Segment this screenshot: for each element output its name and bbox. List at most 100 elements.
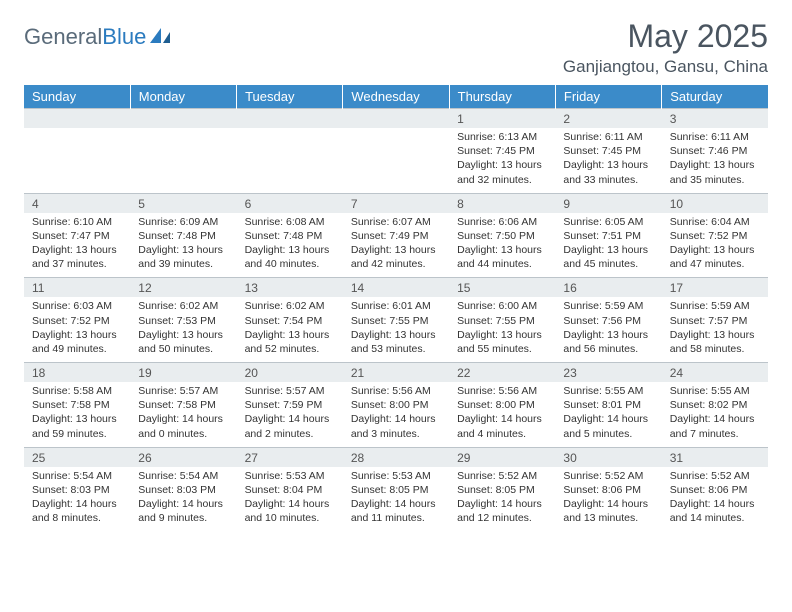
day-detail-cell: Sunrise: 6:05 AMSunset: 7:51 PMDaylight:… [555,213,661,278]
day-number-cell: 24 [662,363,768,383]
sunset-text: Sunset: 8:01 PM [563,398,653,412]
daylight-text-1: Daylight: 13 hours [245,243,335,257]
day-number-cell: 3 [662,109,768,129]
sunset-text: Sunset: 7:52 PM [670,229,760,243]
daylight-text-1: Daylight: 14 hours [563,497,653,511]
day-detail-cell: Sunrise: 6:08 AMSunset: 7:48 PMDaylight:… [237,213,343,278]
day-number-cell [130,109,236,129]
day-number-cell: 11 [24,278,130,298]
sunrise-text: Sunrise: 5:59 AM [563,299,653,313]
logo: GeneralBlue [24,18,176,50]
day-header: Friday [555,85,661,109]
daylight-text-1: Daylight: 14 hours [245,497,335,511]
sunrise-text: Sunrise: 6:02 AM [138,299,228,313]
day-header: Wednesday [343,85,449,109]
day-header: Thursday [449,85,555,109]
day-number-cell: 16 [555,278,661,298]
daylight-text-2: and 9 minutes. [138,511,228,525]
sunset-text: Sunset: 7:50 PM [457,229,547,243]
daylight-text-1: Daylight: 13 hours [32,412,122,426]
day-detail-cell: Sunrise: 6:11 AMSunset: 7:46 PMDaylight:… [662,128,768,193]
day-number-cell [343,109,449,129]
sunset-text: Sunset: 7:57 PM [670,314,760,328]
day-detail-cell: Sunrise: 5:53 AMSunset: 8:05 PMDaylight:… [343,467,449,532]
sunrise-text: Sunrise: 5:52 AM [457,469,547,483]
day-detail-cell: Sunrise: 5:52 AMSunset: 8:06 PMDaylight:… [662,467,768,532]
day-number-cell: 22 [449,363,555,383]
day-number-cell [237,109,343,129]
sunrise-text: Sunrise: 5:52 AM [563,469,653,483]
sunset-text: Sunset: 8:03 PM [32,483,122,497]
sunset-text: Sunset: 7:58 PM [138,398,228,412]
daylight-text-1: Daylight: 14 hours [563,412,653,426]
sunrise-text: Sunrise: 6:06 AM [457,215,547,229]
day-detail-cell: Sunrise: 5:56 AMSunset: 8:00 PMDaylight:… [343,382,449,447]
sunset-text: Sunset: 7:54 PM [245,314,335,328]
day-number-cell: 17 [662,278,768,298]
calendar-table: SundayMondayTuesdayWednesdayThursdayFrid… [24,85,768,531]
sunrise-text: Sunrise: 6:02 AM [245,299,335,313]
daylight-text-1: Daylight: 14 hours [457,497,547,511]
day-detail-cell: Sunrise: 5:56 AMSunset: 8:00 PMDaylight:… [449,382,555,447]
daylight-text-1: Daylight: 13 hours [457,158,547,172]
daylight-text-1: Daylight: 14 hours [138,412,228,426]
daylight-text-2: and 35 minutes. [670,173,760,187]
sunset-text: Sunset: 7:47 PM [32,229,122,243]
daylight-text-2: and 5 minutes. [563,427,653,441]
daylight-text-2: and 40 minutes. [245,257,335,271]
day-number-row: 25262728293031 [24,447,768,467]
day-number-cell: 29 [449,447,555,467]
day-detail-cell: Sunrise: 5:54 AMSunset: 8:03 PMDaylight:… [24,467,130,532]
daylight-text-1: Daylight: 13 hours [457,243,547,257]
day-number-cell: 14 [343,278,449,298]
sunset-text: Sunset: 7:51 PM [563,229,653,243]
day-number-cell: 8 [449,193,555,213]
sunset-text: Sunset: 8:06 PM [563,483,653,497]
day-number-cell: 18 [24,363,130,383]
daylight-text-1: Daylight: 14 hours [351,412,441,426]
day-detail-cell: Sunrise: 6:13 AMSunset: 7:45 PMDaylight:… [449,128,555,193]
sunrise-text: Sunrise: 5:58 AM [32,384,122,398]
daylight-text-1: Daylight: 14 hours [32,497,122,511]
sunrise-text: Sunrise: 6:11 AM [563,130,653,144]
daylight-text-1: Daylight: 13 hours [670,243,760,257]
daylight-text-2: and 33 minutes. [563,173,653,187]
daylight-text-1: Daylight: 14 hours [245,412,335,426]
daylight-text-2: and 8 minutes. [32,511,122,525]
day-number-cell: 2 [555,109,661,129]
daylight-text-2: and 32 minutes. [457,173,547,187]
logo-text-part1: General [24,24,102,49]
daylight-text-2: and 50 minutes. [138,342,228,356]
day-number-cell: 23 [555,363,661,383]
daylight-text-2: and 2 minutes. [245,427,335,441]
day-detail-cell: Sunrise: 5:52 AMSunset: 8:05 PMDaylight:… [449,467,555,532]
sunrise-text: Sunrise: 6:07 AM [351,215,441,229]
sunrise-text: Sunrise: 6:03 AM [32,299,122,313]
day-detail-cell: Sunrise: 6:09 AMSunset: 7:48 PMDaylight:… [130,213,236,278]
day-number-cell: 19 [130,363,236,383]
daylight-text-2: and 56 minutes. [563,342,653,356]
day-number-cell: 10 [662,193,768,213]
day-number-cell: 31 [662,447,768,467]
day-detail-cell: Sunrise: 5:55 AMSunset: 8:02 PMDaylight:… [662,382,768,447]
daylight-text-2: and 45 minutes. [563,257,653,271]
daylight-text-2: and 13 minutes. [563,511,653,525]
daylight-text-1: Daylight: 13 hours [563,158,653,172]
sunrise-text: Sunrise: 6:04 AM [670,215,760,229]
day-header: Sunday [24,85,130,109]
day-detail-cell: Sunrise: 5:54 AMSunset: 8:03 PMDaylight:… [130,467,236,532]
sunrise-text: Sunrise: 6:00 AM [457,299,547,313]
daylight-text-2: and 49 minutes. [32,342,122,356]
sunset-text: Sunset: 7:45 PM [457,144,547,158]
day-number-cell: 20 [237,363,343,383]
day-detail-row: Sunrise: 5:58 AMSunset: 7:58 PMDaylight:… [24,382,768,447]
daylight-text-1: Daylight: 13 hours [138,328,228,342]
day-detail-row: Sunrise: 5:54 AMSunset: 8:03 PMDaylight:… [24,467,768,532]
sunset-text: Sunset: 7:58 PM [32,398,122,412]
daylight-text-1: Daylight: 13 hours [351,243,441,257]
sunset-text: Sunset: 7:48 PM [138,229,228,243]
sunrise-text: Sunrise: 6:08 AM [245,215,335,229]
sunset-text: Sunset: 8:05 PM [351,483,441,497]
day-number-cell: 26 [130,447,236,467]
sunset-text: Sunset: 7:59 PM [245,398,335,412]
